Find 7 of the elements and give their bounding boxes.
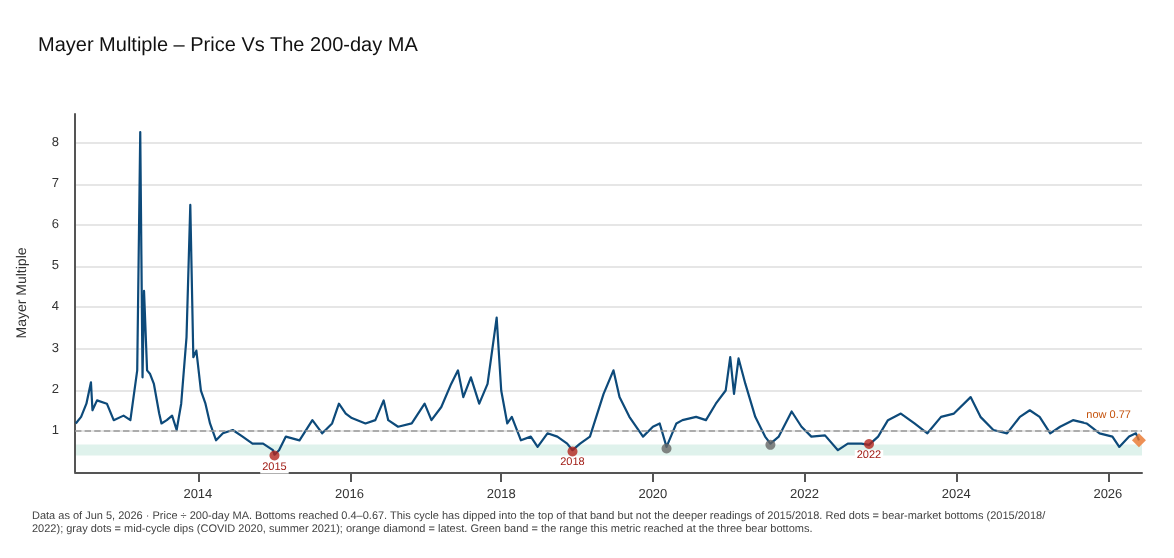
point: [864, 439, 874, 450]
chart-title: Mayer Multiple – Price Vs The 200-day MA: [38, 35, 419, 57]
point: [661, 443, 672, 454]
point: [1131, 433, 1146, 448]
point: [765, 439, 776, 450]
point: [567, 446, 578, 457]
point: [269, 450, 280, 461]
